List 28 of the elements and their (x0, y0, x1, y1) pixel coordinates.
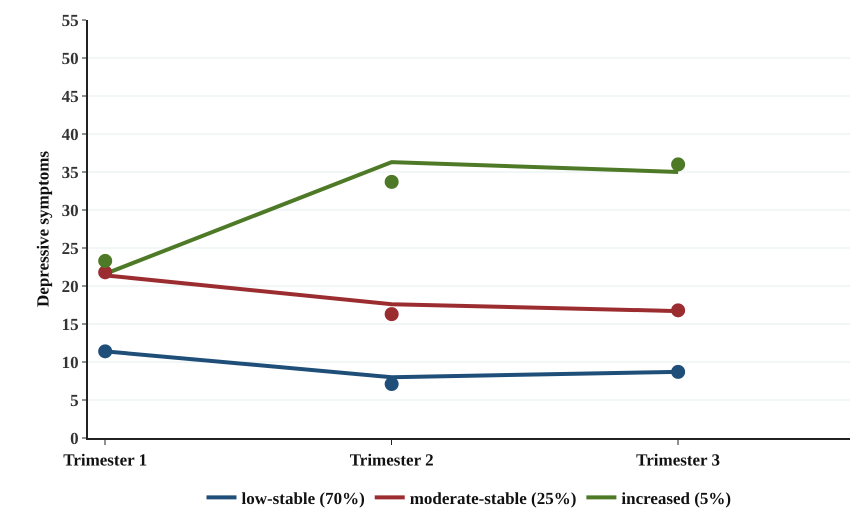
y-tick-label: 35 (62, 162, 79, 182)
y-tick-label: 40 (62, 124, 79, 144)
point (384, 377, 399, 392)
y-tick-label: 30 (62, 200, 79, 220)
y-tick-label: 25 (62, 238, 79, 258)
y-tick-label: 15 (62, 314, 79, 334)
point (384, 307, 399, 322)
point (98, 254, 112, 268)
point (671, 303, 686, 318)
y-tick-label: 45 (62, 86, 79, 106)
x-tick-label: Trimester 1 (63, 450, 148, 470)
y-tick-label: 55 (62, 10, 79, 30)
x-tick-label: Trimester 2 (350, 450, 434, 470)
x-tick-label: Trimester 3 (636, 450, 720, 470)
y-tick-label: 50 (62, 48, 79, 68)
y-tick-label: 5 (70, 390, 79, 410)
point (671, 364, 686, 379)
y-tick-label: 0 (70, 428, 79, 448)
y-tick-label: 10 (62, 352, 79, 372)
y-tick-label: 20 (62, 276, 79, 296)
point (671, 157, 686, 172)
point (98, 344, 112, 358)
y-axis-title: Depressive symptoms (34, 150, 53, 307)
legend-label: low-stable (70%) (242, 488, 365, 508)
legend-label: moderate-stable (25%) (410, 488, 576, 508)
point (384, 174, 399, 189)
point (98, 265, 112, 280)
legend-label: increased (5%) (621, 488, 732, 508)
